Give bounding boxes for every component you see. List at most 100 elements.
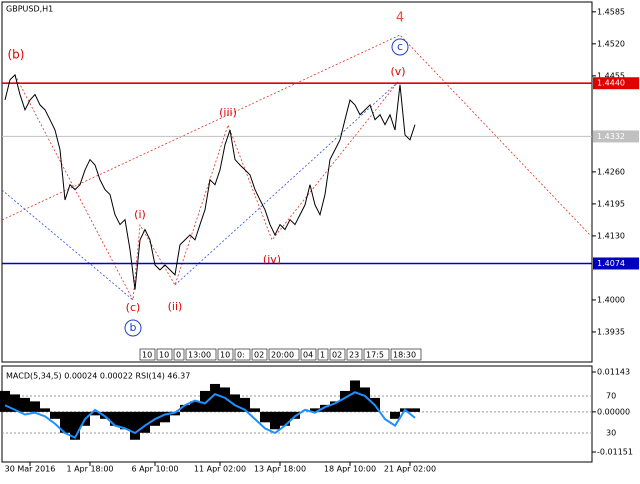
toolbar-button-label: 10: [159, 351, 169, 360]
wave-circle: [124, 319, 142, 337]
toolbar-button: [185, 348, 217, 361]
toolbar-button-label: 1: [320, 351, 325, 360]
toolbar-button-label: 18:30: [393, 351, 416, 360]
y-tick-label: 1.4130: [597, 231, 625, 240]
macd-bar: [210, 383, 220, 412]
macd-bar: [120, 411, 130, 430]
y-tick-label: -0.01151: [597, 447, 633, 456]
x-tick-label: 6 Apr 10:00: [131, 465, 178, 474]
y2-tick-label: 30: [606, 428, 616, 437]
toolbar-button: [268, 348, 300, 361]
y-tick-label: 1.3935: [597, 327, 625, 336]
toolbar-button: [139, 348, 156, 361]
toolbar-button-label: 23: [349, 351, 359, 360]
toolbar-button: [251, 348, 268, 361]
chart-title: GBPUSD,H1: [6, 5, 53, 14]
macd-bar: [10, 394, 20, 412]
macd-bar: [70, 411, 80, 440]
macd-bar: [220, 387, 230, 412]
wave-label: (v): [390, 65, 405, 78]
toolbar-button: [346, 348, 363, 361]
macd-bar: [180, 404, 190, 412]
macd-bar: [140, 411, 150, 433]
macd-bar: [260, 411, 270, 423]
y-tick-label: 1.4585: [597, 7, 625, 16]
macd-bar: [90, 411, 100, 416]
macd-bar: [250, 408, 260, 412]
macd-bar: [20, 397, 30, 412]
macd-bar: [160, 411, 170, 423]
wave-circle: [391, 38, 409, 56]
macd-bar: [190, 401, 200, 412]
macd-bar: [200, 390, 210, 412]
wave-label: c: [397, 40, 403, 53]
toolbar-button: [234, 348, 251, 361]
toolbar-button-label: 17:5: [366, 351, 384, 360]
macd-bar: [410, 408, 420, 412]
y-tick-label: 1.4455: [597, 71, 625, 80]
macd-bar: [280, 411, 290, 426]
y-tick-label: 1.4195: [597, 199, 625, 208]
y-tick-label: 1.4000: [597, 295, 625, 304]
wave-label: (c): [126, 301, 141, 314]
toolbar-button: [217, 348, 234, 361]
main-pane: [1, 1, 593, 363]
y-tick-label: 0.00000: [597, 407, 630, 416]
x-tick-label: 30 Mar 2016: [5, 465, 56, 474]
toolbar-button: [390, 348, 422, 361]
macd-bar: [310, 408, 320, 412]
toolbar-button-label: 0:: [237, 351, 245, 360]
toolbar-button-label: 20:00: [271, 351, 294, 360]
x-tick-label: 18 Apr 10:00: [324, 465, 376, 474]
macd-bar: [60, 411, 70, 433]
macd-bar: [110, 411, 120, 426]
level-label-box: [593, 257, 639, 270]
macd-bar: [50, 411, 60, 419]
toolbar-button-label: 13:00: [188, 351, 211, 360]
toolbar-button-label: 0: [176, 351, 181, 360]
wave-label: (ii): [168, 300, 183, 313]
y-tick-label: 0.01143: [597, 367, 630, 376]
toolbar-button-label: 02: [254, 351, 264, 360]
toolbar-button: [363, 348, 390, 361]
toolbar-button-label: 02: [332, 351, 342, 360]
macd-bar: [0, 390, 10, 412]
macd-bar: [240, 397, 250, 412]
macd-bar: [30, 401, 40, 412]
x-tick-label: 11 Apr 02:00: [194, 465, 246, 474]
macd-bar: [390, 411, 400, 419]
wave-line: [1, 189, 134, 301]
toolbar-button: [300, 348, 317, 361]
level-label-box: [593, 77, 639, 90]
wave-label: (iv): [263, 253, 281, 266]
rsi-line: [4, 391, 416, 439]
indicator-title: MACD(5,34,5) 0.00024 0.00022 RSI(14) 46.…: [6, 372, 190, 381]
macd-bar: [270, 411, 280, 430]
level-label-box: [593, 130, 639, 143]
x-tick-label: 21 Apr 02:00: [384, 465, 436, 474]
x-tick-label: 13 Apr 18:00: [254, 465, 306, 474]
wave-label: (i): [134, 208, 146, 221]
toolbar-button-label: 10: [220, 351, 230, 360]
macd-bar: [340, 390, 350, 412]
macd-bar: [320, 404, 330, 412]
y2-tick-label: 70: [606, 391, 616, 400]
macd-bar: [40, 408, 50, 412]
toolbar-button: [317, 348, 329, 361]
wave-label: (iii): [219, 106, 237, 119]
wave-label: 4: [396, 11, 404, 26]
x-tick-label: 1 Apr 18:00: [66, 465, 113, 474]
macd-bar: [230, 394, 240, 412]
toolbar-button: [173, 348, 185, 361]
y-tick-label: 1.4520: [597, 39, 625, 48]
level-label: 1.4440: [597, 79, 625, 88]
toolbar-button: [329, 348, 346, 361]
macd-bar: [350, 380, 360, 412]
y-tick-label: 1.4260: [597, 167, 625, 176]
macd-bar: [130, 411, 140, 440]
toolbar-button-label: 10: [142, 351, 152, 360]
toolbar-button: [156, 348, 173, 361]
